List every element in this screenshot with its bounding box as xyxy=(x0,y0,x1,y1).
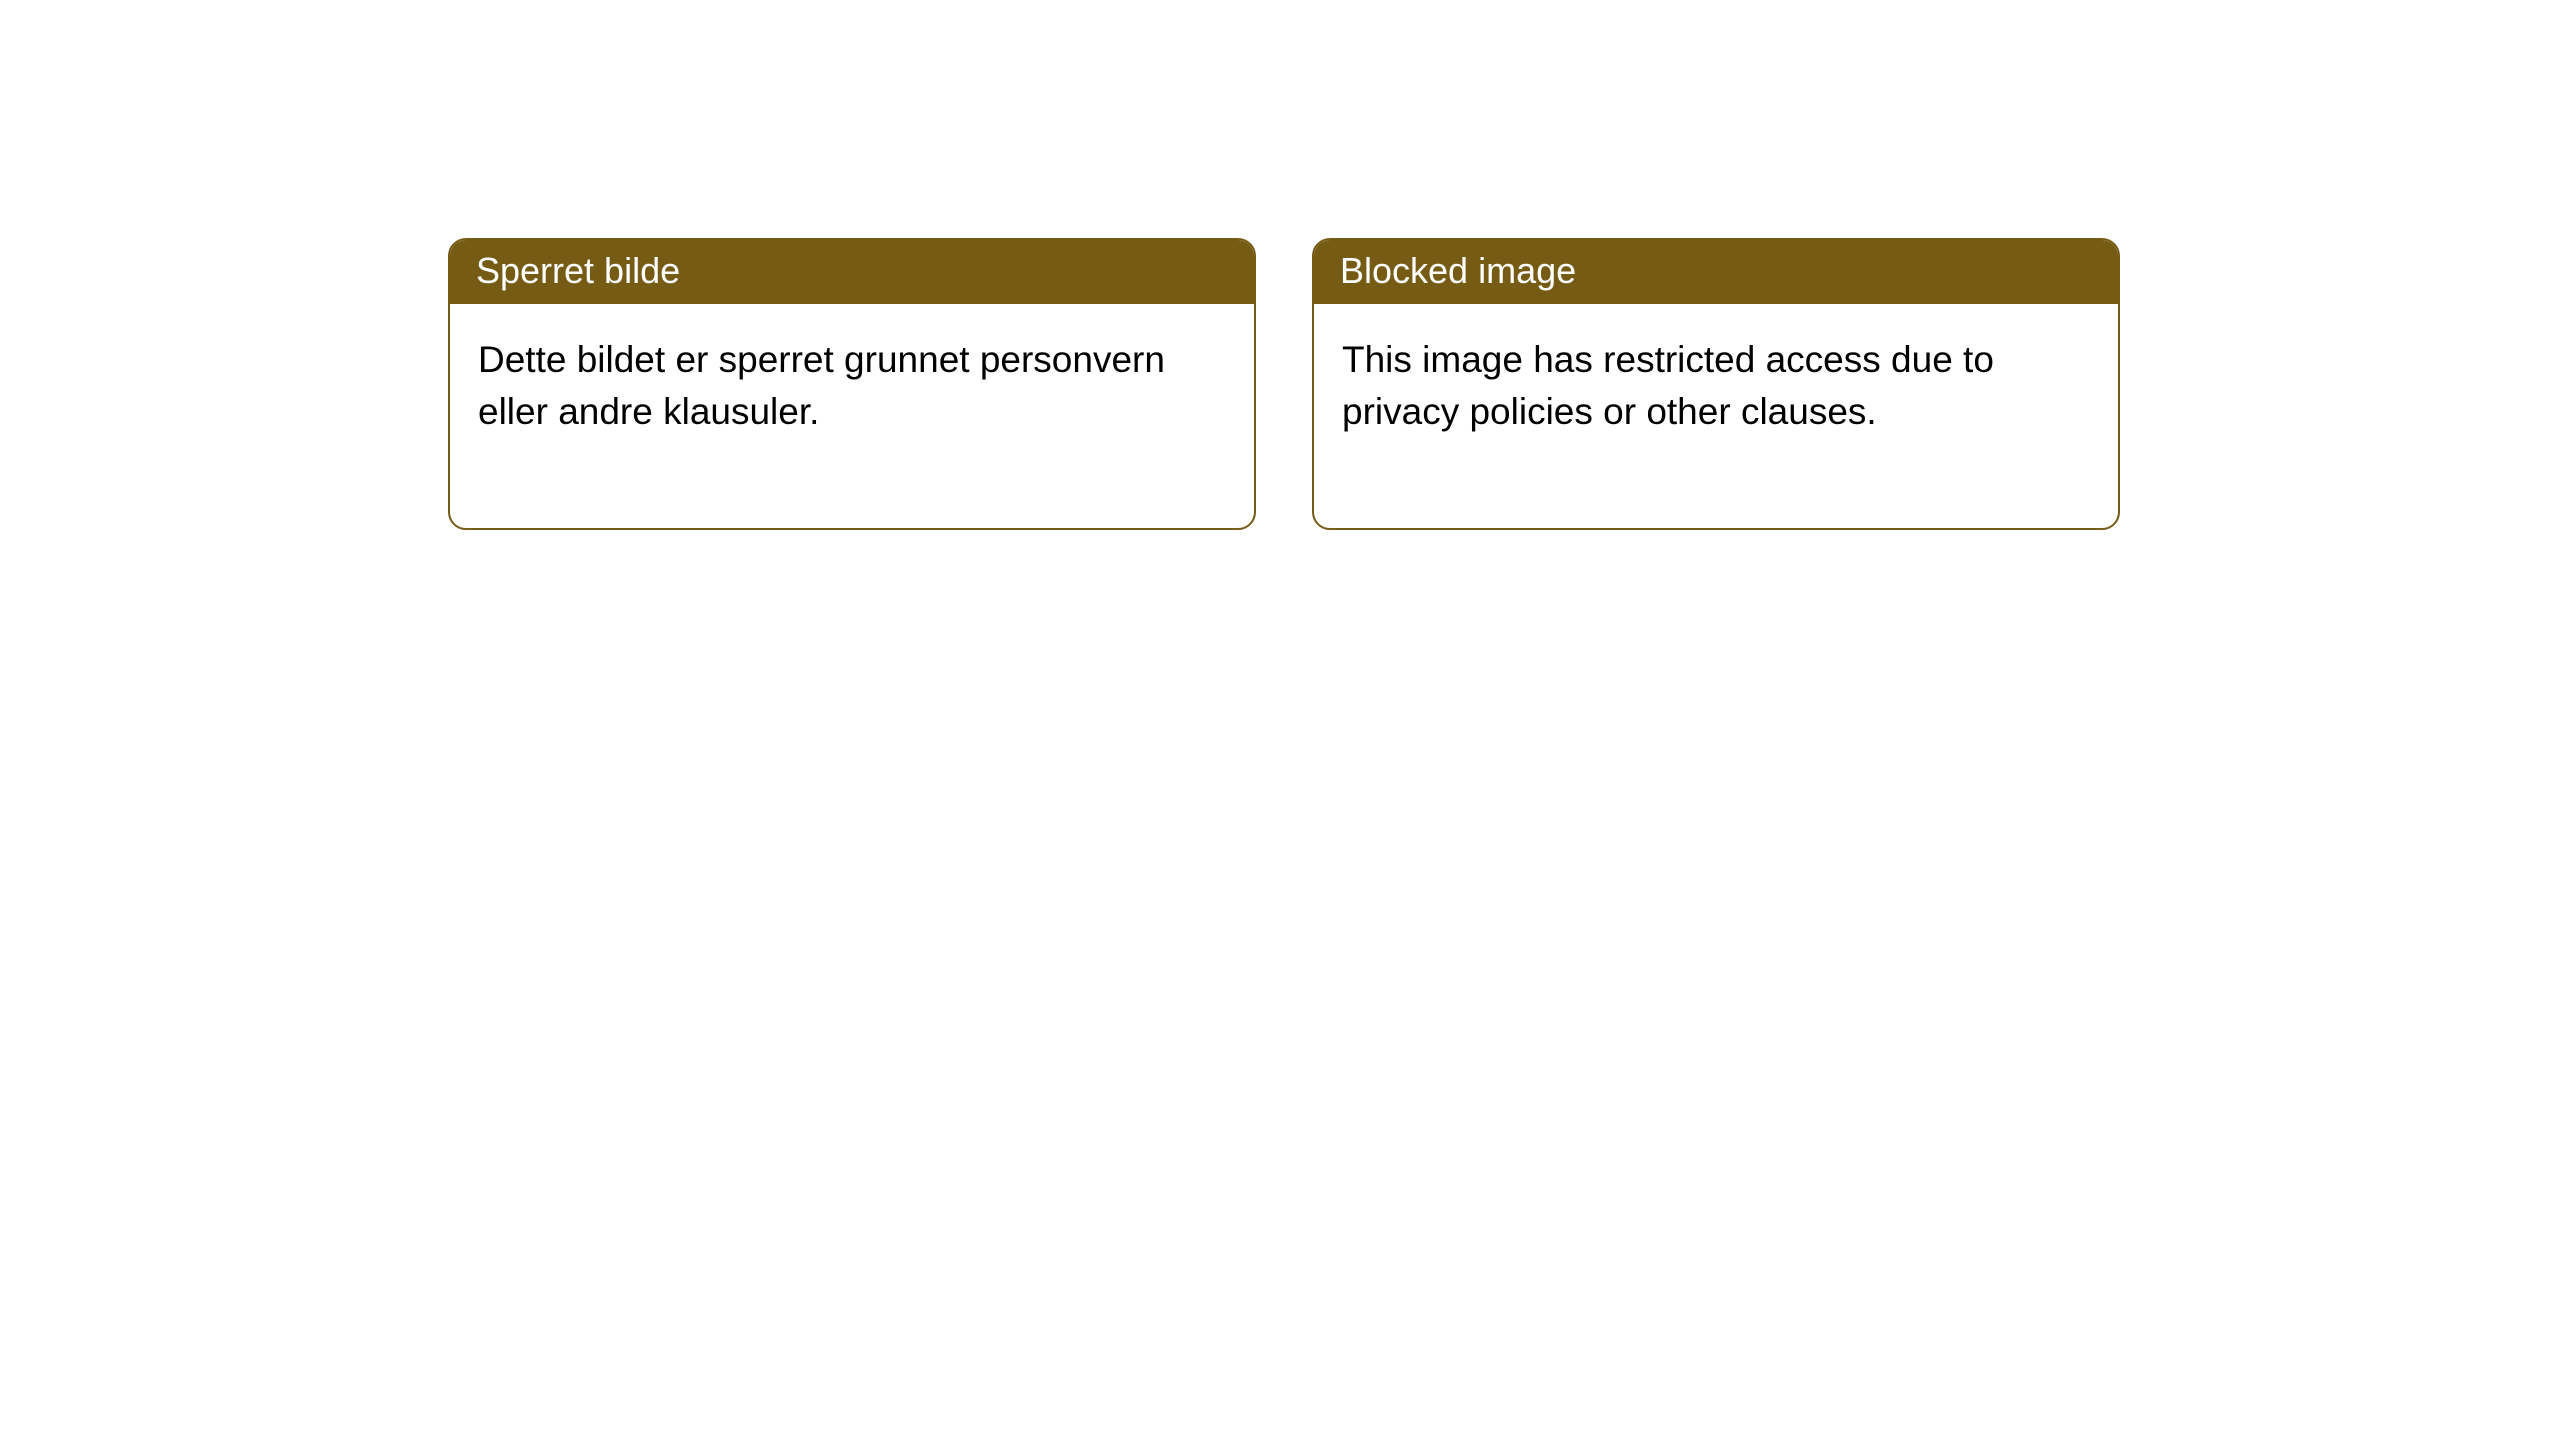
notice-title: Blocked image xyxy=(1340,250,1576,291)
notice-body-text: Dette bildet er sperret grunnet personve… xyxy=(478,339,1165,432)
notice-body: Dette bildet er sperret grunnet personve… xyxy=(450,304,1254,528)
notice-body-text: This image has restricted access due to … xyxy=(1342,339,1994,432)
notice-title: Sperret bilde xyxy=(476,250,680,291)
notice-body: This image has restricted access due to … xyxy=(1314,304,2118,528)
notice-container: Sperret bilde Dette bildet er sperret gr… xyxy=(0,0,2560,530)
notice-card-english: Blocked image This image has restricted … xyxy=(1312,238,2120,530)
notice-header: Sperret bilde xyxy=(450,240,1254,304)
notice-header: Blocked image xyxy=(1314,240,2118,304)
notice-card-norwegian: Sperret bilde Dette bildet er sperret gr… xyxy=(448,238,1256,530)
